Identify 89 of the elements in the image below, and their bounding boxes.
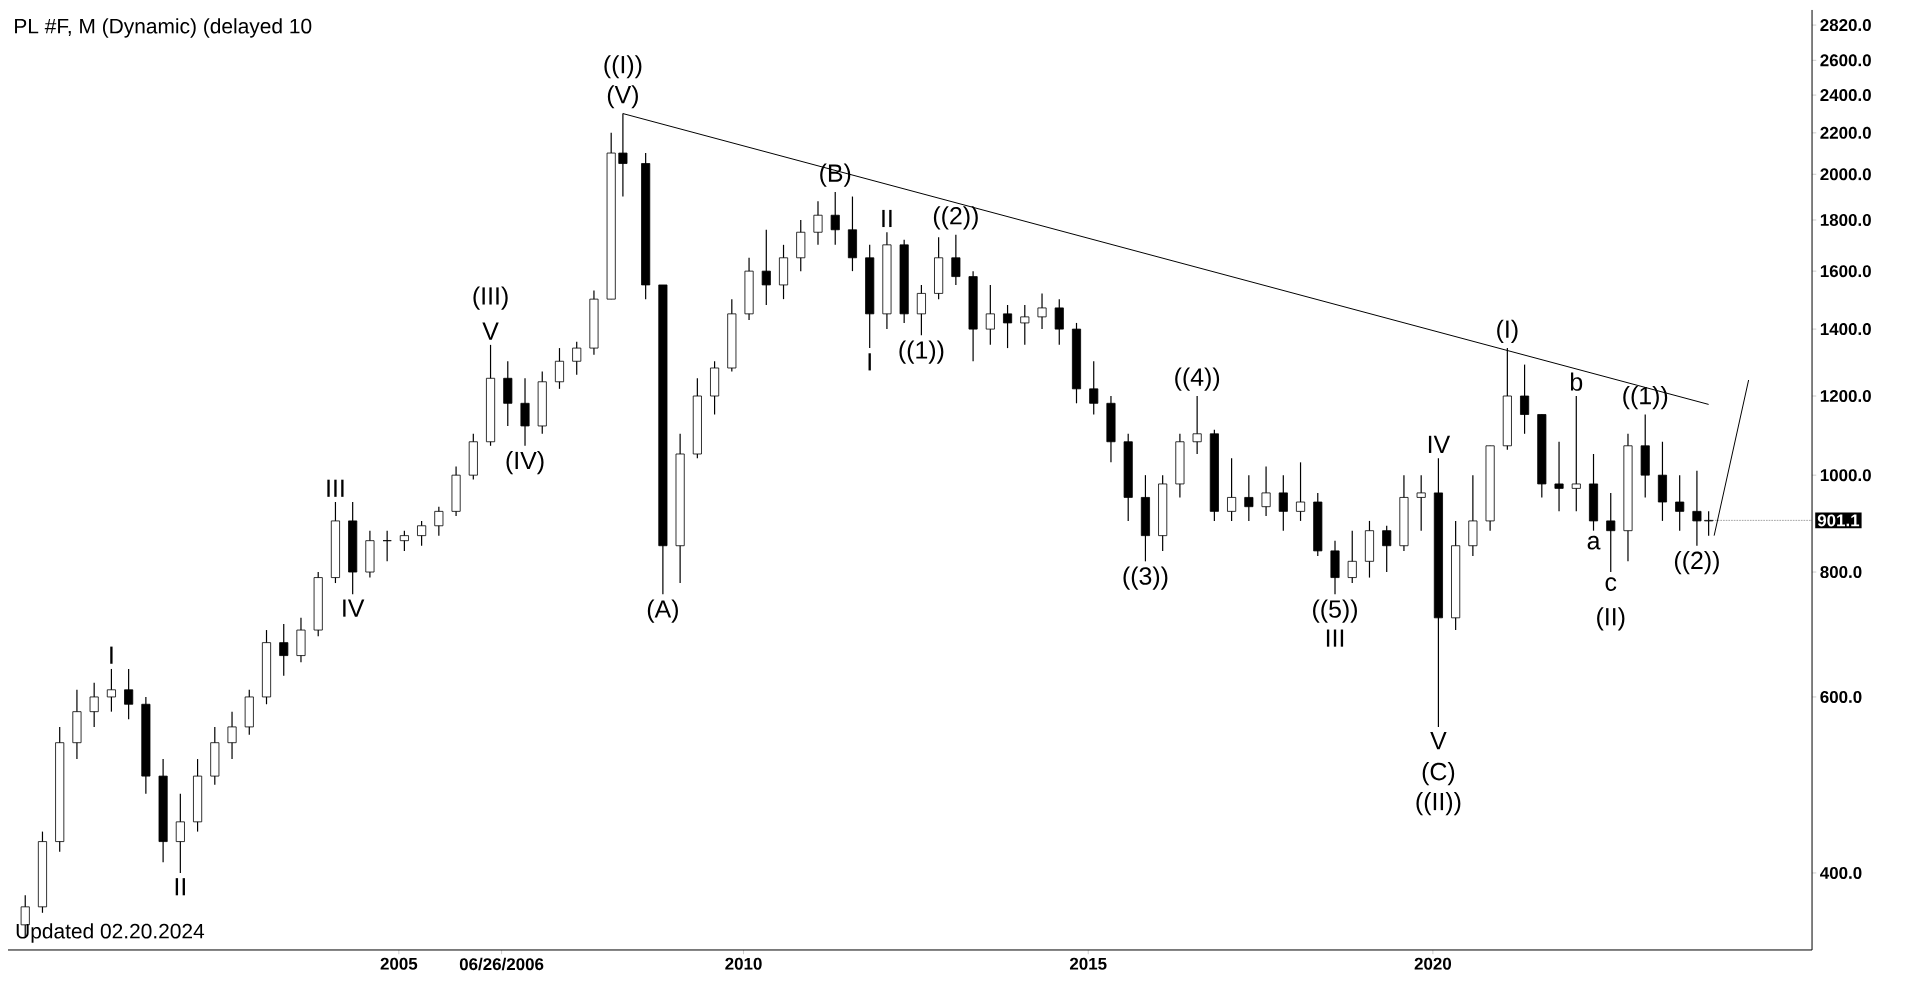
annotation: (C): [1422, 762, 1455, 786]
annotation: I: [868, 353, 871, 371]
y-tick-label: 400.0: [1820, 866, 1862, 879]
candlestick: [1675, 474, 1685, 532]
candlestick: [417, 520, 427, 547]
annotation: IV: [343, 599, 365, 617]
x-tick-label: 2010: [725, 957, 762, 970]
annotation: I: [110, 646, 113, 664]
candlestick: [106, 668, 116, 713]
candlestick: [1571, 395, 1581, 512]
candlestick: [1692, 470, 1702, 547]
annotation: ((5)): [1313, 599, 1357, 623]
candlestick: [761, 229, 771, 306]
candlestick: [916, 284, 926, 336]
annotation: ((2)): [933, 206, 978, 230]
candlestick: [1606, 492, 1616, 573]
candlestick: [951, 234, 961, 286]
annotation: 901.1: [1817, 514, 1860, 527]
candlestick: [1003, 304, 1013, 349]
y-tick-label: 1400.0: [1820, 323, 1871, 336]
candlestick: [830, 191, 840, 246]
y-tick-label: 1200.0: [1820, 390, 1871, 403]
annotation: ((1)): [1623, 386, 1668, 410]
candlestick: [520, 377, 530, 447]
annotation: (IV): [506, 450, 544, 475]
candlestick: [1089, 360, 1099, 416]
y-tick-label: 2820.0: [1820, 19, 1871, 32]
annotation: V: [1430, 732, 1447, 750]
candlestick: [1261, 465, 1271, 517]
x-tick-label: 2005: [380, 957, 418, 970]
candlestick: [89, 682, 99, 728]
x-tick-label: 2020: [1414, 957, 1452, 970]
y-tick-label: 2000.0: [1820, 168, 1871, 181]
x-tick-label: 06/26/2006: [459, 957, 544, 971]
annotation: V: [482, 322, 499, 340]
candlestick: [1554, 441, 1564, 512]
annotation: ((3)): [1123, 566, 1168, 590]
annotation: ((1)): [899, 340, 944, 364]
candlestick: [1227, 457, 1237, 522]
candlestick: [124, 668, 134, 720]
annotation: c: [1605, 577, 1617, 591]
annotation: II: [882, 209, 892, 228]
y-tick-label: 800.0: [1820, 566, 1862, 579]
annotation: b: [1570, 372, 1583, 391]
candlestick: [572, 341, 582, 376]
y-tick-label: 1600.0: [1820, 265, 1871, 278]
candlestick: [985, 284, 995, 346]
annotation: (B): [820, 163, 851, 187]
annotation: III: [327, 479, 344, 497]
candlestick: [399, 530, 409, 552]
annotation: II: [175, 878, 185, 896]
y-tick-label: 600.0: [1820, 690, 1862, 703]
candlestick: [1054, 298, 1064, 346]
candlestick: [1020, 304, 1030, 346]
y-tick-label: 2600.0: [1820, 54, 1871, 67]
y-tick-label: 1000.0: [1820, 469, 1871, 482]
annotation: IV: [1428, 435, 1451, 453]
chart-title: PL #F, M (Dynamic) (delayed 10: [15, 18, 312, 38]
annotation: (III): [473, 286, 508, 310]
annotation: ((II)): [1416, 792, 1461, 816]
candlestick: [175, 793, 185, 874]
annotation: ((2)): [1674, 550, 1719, 575]
candlestick: [279, 623, 289, 677]
annotation: a: [1587, 535, 1601, 550]
candlestick: [1382, 525, 1392, 573]
candlestick: [554, 347, 565, 390]
annotation: (II): [1597, 607, 1625, 631]
candlestick: [813, 200, 823, 246]
annotation: (V): [607, 85, 638, 109]
candlestick: [1244, 474, 1254, 522]
candlestick: [1296, 461, 1306, 522]
y-tick-label: 1800.0: [1820, 213, 1871, 226]
candlestick: [1416, 474, 1426, 532]
candlestick: [227, 711, 237, 760]
candlestick: [1520, 364, 1530, 435]
candlestick: [1192, 395, 1202, 455]
candlestick: [1037, 292, 1047, 330]
annotation: III: [1326, 629, 1344, 647]
candlestick: [1347, 530, 1357, 584]
y-tick-label: 2200.0: [1820, 126, 1871, 139]
x-tick-label: 2015: [1069, 957, 1107, 970]
candlestick: [1278, 474, 1288, 532]
annotation: ((I)): [604, 55, 642, 79]
annotation: (I): [1497, 319, 1518, 343]
y-tick-label: 2400.0: [1820, 89, 1871, 102]
annotation: (A): [647, 599, 678, 623]
annotation: ((4)): [1175, 367, 1220, 391]
annotation: Updated 02.20.2024: [16, 923, 205, 943]
candlestick: [434, 506, 444, 537]
